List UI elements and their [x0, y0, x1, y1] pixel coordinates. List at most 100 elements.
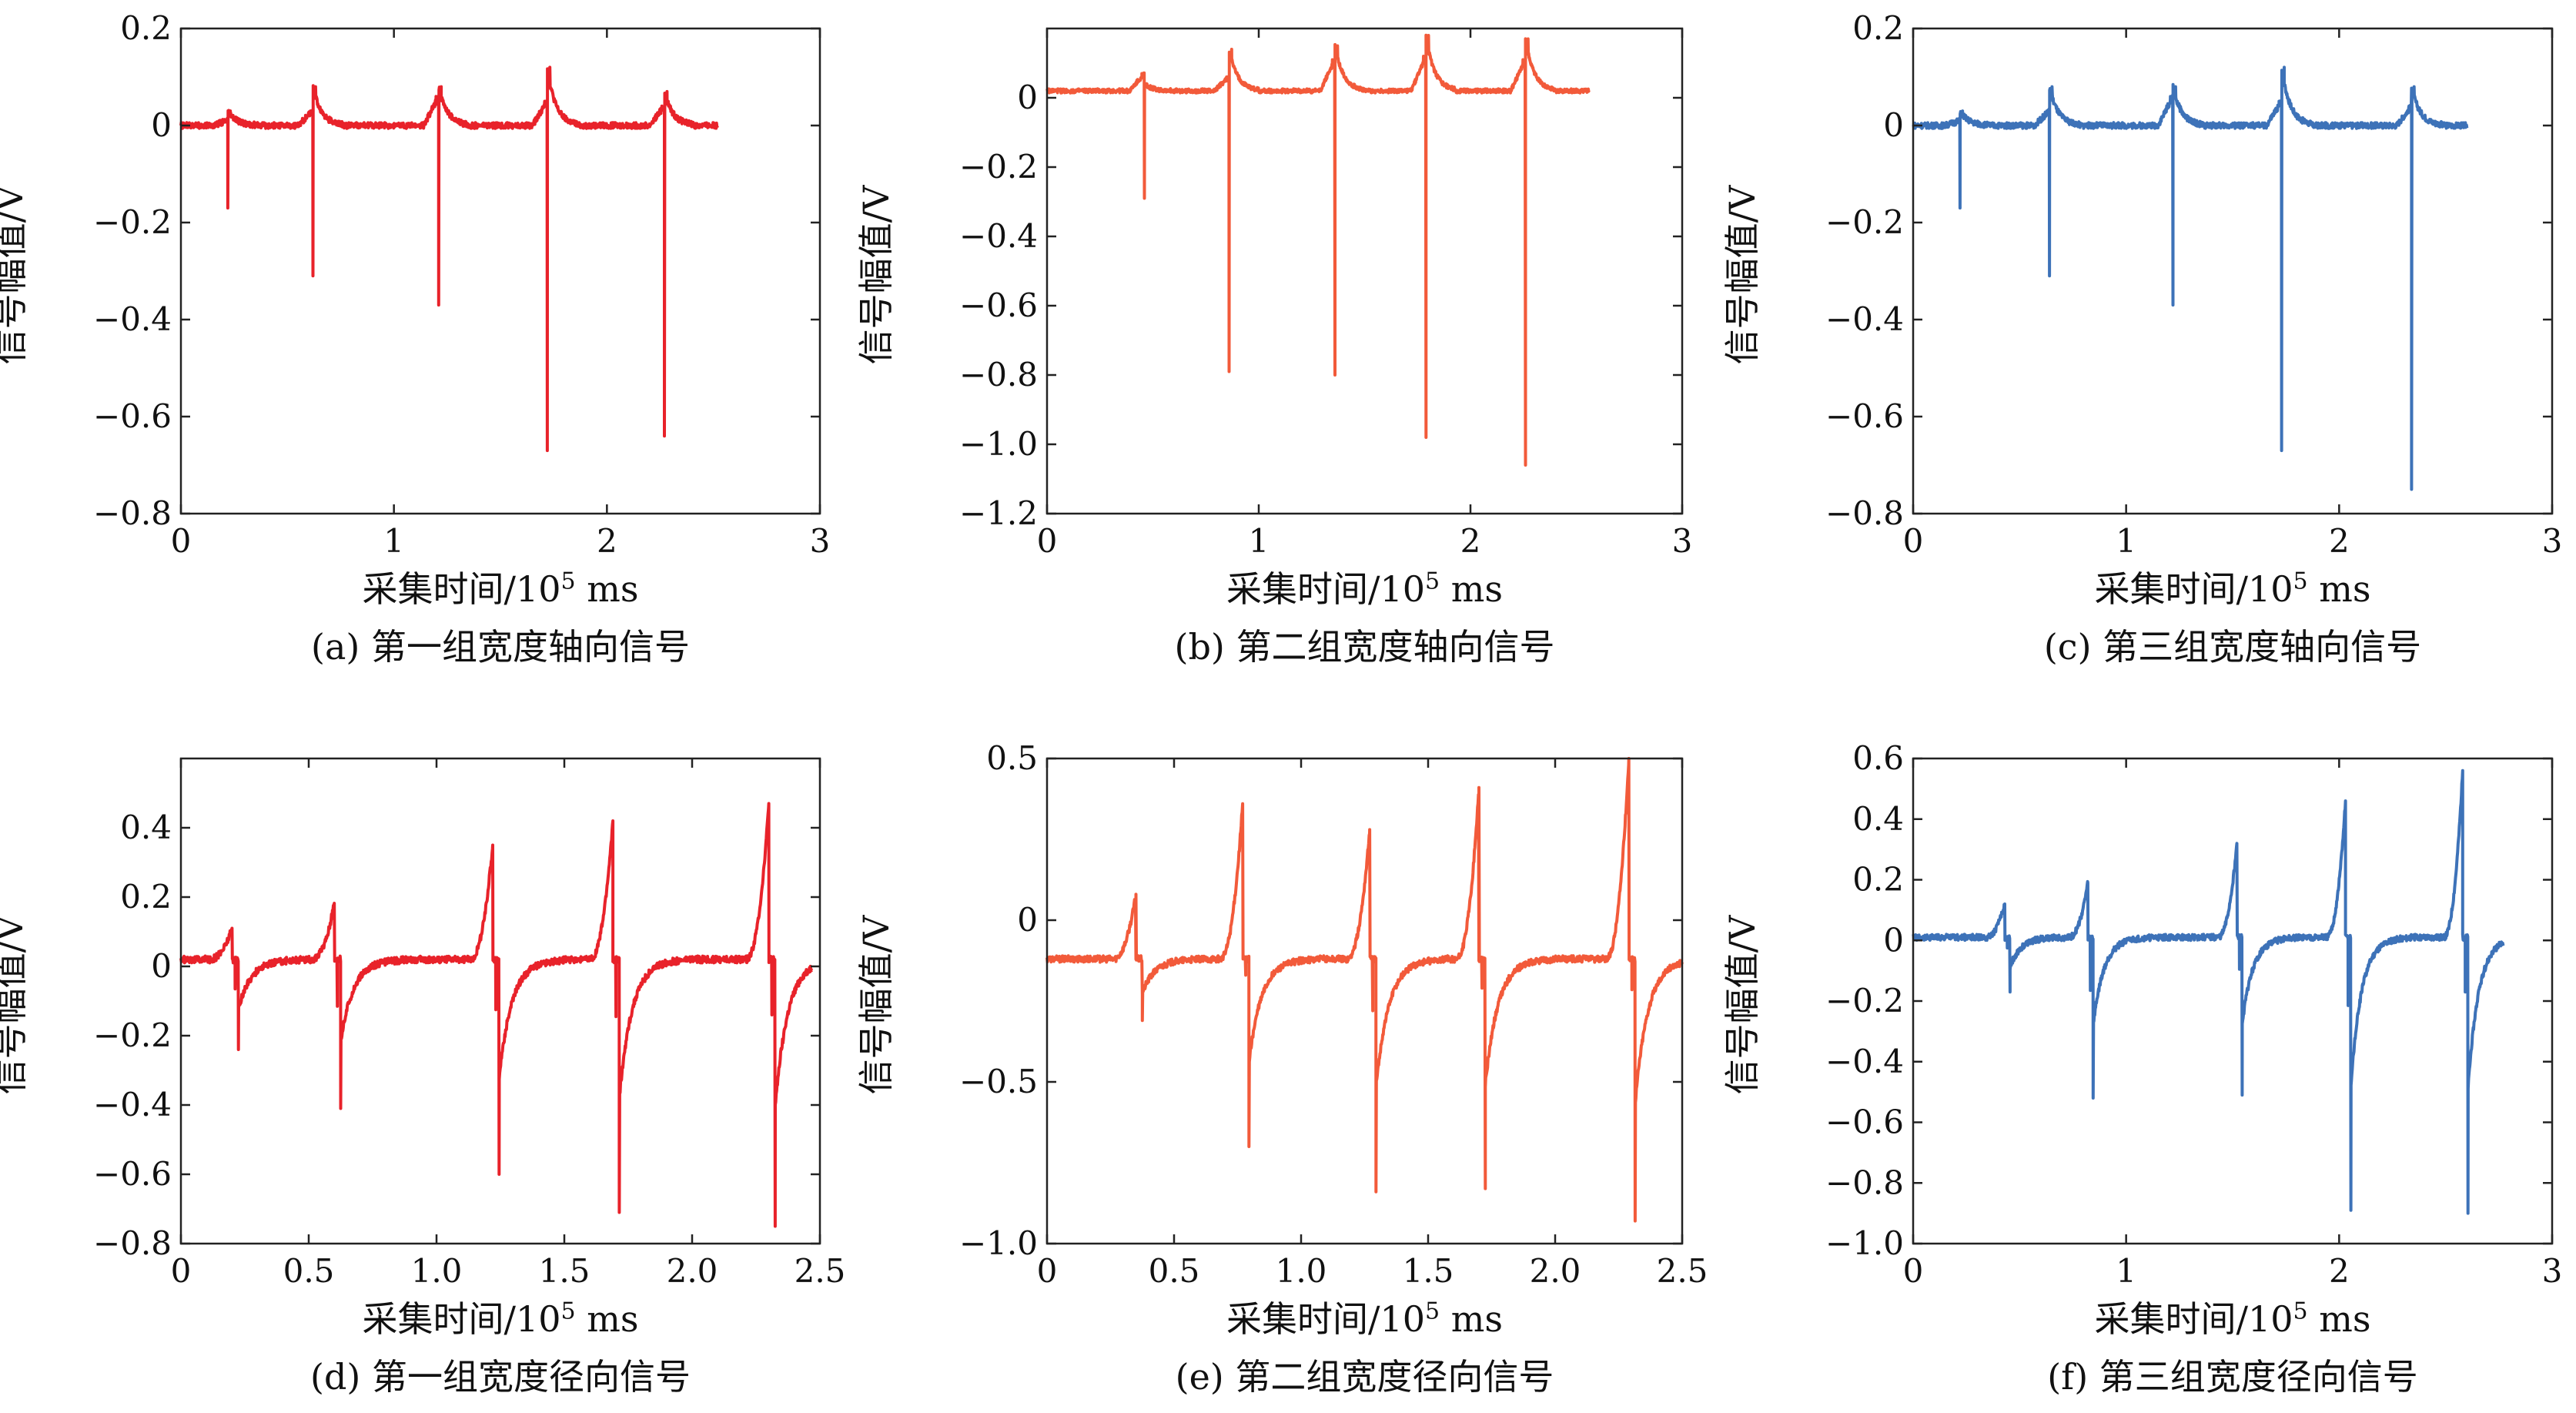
plot-frame — [1045, 27, 1684, 515]
y-tick-label: 0.5 — [986, 739, 1038, 777]
x-axis-label: 采集时间/105 ms — [1047, 561, 1682, 612]
x-axis-label-main: 采集时间/10 — [362, 568, 561, 610]
x-tick-label: 1 — [383, 522, 404, 560]
x-tick-label: 2 — [2329, 1252, 2350, 1290]
y-tick-label: −0.5 — [959, 1063, 1038, 1100]
y-tick-label: 0 — [151, 106, 172, 144]
x-tick-label: 2.5 — [1657, 1252, 1708, 1290]
x-axis-label-unit: ms — [1440, 1298, 1503, 1340]
x-tick-label: 3 — [2542, 1252, 2563, 1290]
y-tick-label: 0 — [151, 947, 172, 985]
y-tick-label: −0.2 — [1825, 982, 1904, 1020]
x-axis-label-unit: ms — [2307, 1298, 2371, 1340]
panel-caption: (d) 第一组宽度径向信号 — [310, 1356, 691, 1398]
y-tick-label: −0.2 — [1825, 203, 1904, 241]
x-tick-label: 0 — [1903, 1252, 1924, 1290]
x-axis-label: 采集时间/105 ms — [1913, 561, 2552, 612]
x-tick-label: 2.0 — [1530, 1252, 1581, 1290]
x-tick-label: 1.5 — [539, 1252, 590, 1290]
series-line — [1912, 65, 2469, 491]
x-axis-label-unit: ms — [1440, 568, 1503, 610]
x-tick-label: 0 — [1037, 522, 1058, 560]
x-axis-label-main: 采集时间/10 — [1226, 568, 1426, 610]
y-tick-label: 0 — [1883, 921, 1904, 959]
x-tick-label: 2 — [1460, 522, 1481, 560]
y-tick-label: −0.8 — [1825, 494, 1904, 532]
series-line — [179, 802, 814, 1228]
x-axis-label-exponent: 5 — [1425, 1297, 1440, 1325]
x-tick-label: 0 — [1037, 1252, 1058, 1290]
x-axis-label: 采集时间/105 ms — [1047, 1291, 1682, 1342]
y-tick-label: −0.2 — [959, 148, 1038, 186]
series-line — [1912, 768, 2505, 1215]
x-axis-label-unit: ms — [575, 1298, 639, 1340]
x-axis-label-exponent: 5 — [1425, 568, 1440, 595]
x-tick-label: 1 — [1249, 522, 1270, 560]
x-tick-label: 2.5 — [795, 1252, 846, 1290]
y-tick-label: −0.8 — [959, 356, 1038, 393]
y-tick-label: −0.4 — [1825, 300, 1904, 338]
panel-caption: (c) 第三组宽度轴向信号 — [2043, 626, 2422, 668]
panel-caption: (f) 第三组宽度径向信号 — [2047, 1356, 2418, 1398]
x-axis-label: 采集时间/105 ms — [1913, 1291, 2552, 1342]
x-axis-label-main: 采集时间/10 — [362, 1298, 561, 1340]
y-tick-label: −0.8 — [93, 1224, 172, 1262]
x-tick-label: 0 — [171, 1252, 192, 1290]
x-tick-label: 3 — [2542, 522, 2563, 560]
x-tick-label: 1.5 — [1403, 1252, 1454, 1290]
y-tick-label: −1.0 — [959, 1224, 1038, 1262]
x-tick-label: 0 — [1903, 522, 1924, 560]
y-tick-label: −0.2 — [93, 203, 172, 241]
x-axis-label-exponent: 5 — [560, 1297, 576, 1325]
y-tick-label: 0.2 — [1852, 861, 1904, 899]
y-tick-label: −0.6 — [959, 286, 1038, 324]
panel-caption: (e) 第二组宽度径向信号 — [1175, 1356, 1554, 1398]
y-tick-label: 0.2 — [120, 9, 172, 47]
x-tick-label: 2.0 — [667, 1252, 718, 1290]
y-tick-label: 0 — [1017, 901, 1038, 939]
x-tick-label: 0.5 — [1149, 1252, 1200, 1290]
x-axis-label-exponent: 5 — [2293, 1297, 2308, 1325]
panel-caption: (a) 第一组宽度轴向信号 — [311, 626, 690, 668]
plot-frame — [1912, 27, 2554, 515]
x-axis-label-unit: ms — [2307, 568, 2371, 610]
y-tick-label: 0.6 — [1852, 739, 1904, 777]
y-tick-label: 0.4 — [120, 809, 172, 846]
x-axis-label-main: 采集时间/10 — [2094, 1298, 2293, 1340]
x-tick-label: 1.0 — [411, 1252, 463, 1290]
x-axis-label-main: 采集时间/10 — [1226, 1298, 1426, 1340]
x-tick-label: 1 — [2116, 522, 2136, 560]
x-tick-label: 0 — [171, 522, 192, 560]
plot-frame — [1912, 757, 2554, 1245]
y-tick-label: −0.4 — [1825, 1043, 1904, 1080]
y-tick-label: 0.2 — [1852, 9, 1904, 47]
x-axis-label: 采集时间/105 ms — [181, 1291, 820, 1342]
y-tick-label: −0.4 — [959, 217, 1038, 255]
y-tick-label: 0 — [1883, 106, 1904, 144]
y-tick-label: −0.6 — [1825, 1103, 1904, 1141]
x-tick-label: 3 — [1672, 522, 1693, 560]
x-tick-label: 1 — [2116, 1252, 2136, 1290]
x-tick-label: 2 — [2329, 522, 2350, 560]
x-axis-label-exponent: 5 — [2293, 568, 2308, 595]
y-tick-label: −0.4 — [93, 1086, 172, 1123]
y-tick-label: −0.8 — [93, 494, 172, 532]
y-tick-label: −1.0 — [1825, 1224, 1904, 1262]
x-axis-label-unit: ms — [575, 568, 639, 610]
y-tick-label: −0.6 — [1825, 397, 1904, 435]
y-tick-label: −0.6 — [93, 1155, 172, 1193]
series-line — [1045, 757, 1684, 1223]
x-tick-label: 0.5 — [283, 1252, 335, 1290]
y-tick-label: 0.4 — [1852, 800, 1904, 838]
series-line — [179, 65, 719, 453]
panel-caption: (b) 第二组宽度轴向信号 — [1174, 626, 1555, 668]
